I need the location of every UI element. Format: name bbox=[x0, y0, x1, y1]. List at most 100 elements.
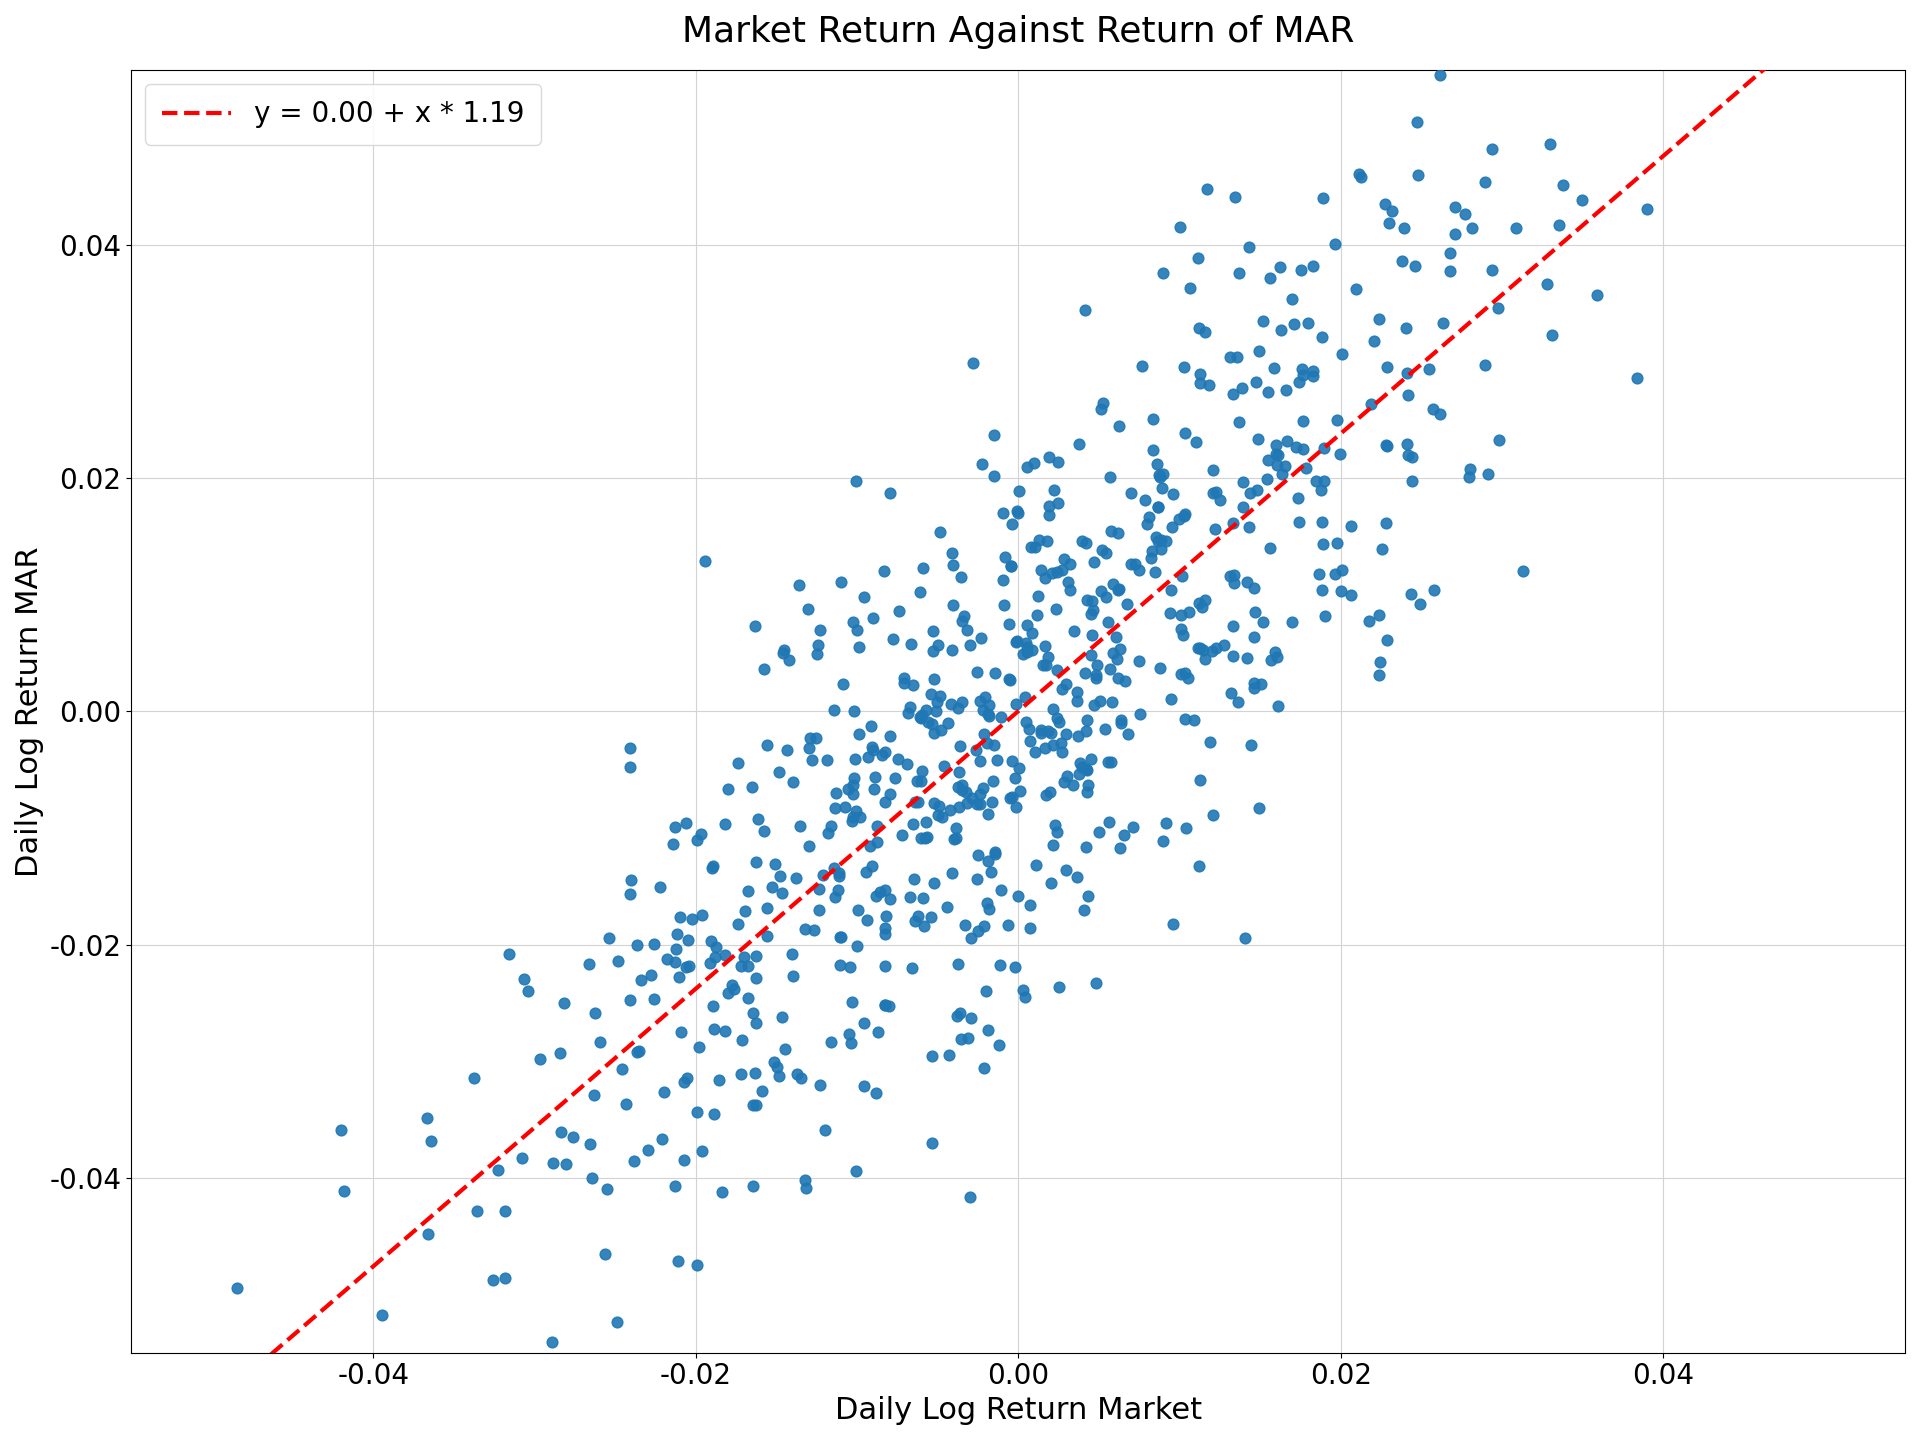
Point bbox=[1058, 773, 1089, 796]
Point bbox=[1371, 356, 1402, 379]
Point bbox=[1400, 255, 1430, 278]
Point bbox=[326, 1119, 357, 1142]
Point bbox=[1271, 379, 1302, 402]
Point bbox=[935, 799, 966, 822]
Point bbox=[1104, 415, 1135, 438]
Point bbox=[622, 933, 653, 956]
Point bbox=[899, 867, 929, 890]
Point bbox=[918, 639, 948, 662]
Point bbox=[985, 953, 1016, 976]
Point bbox=[1144, 465, 1175, 488]
Point bbox=[726, 955, 756, 978]
Point bbox=[1356, 392, 1386, 415]
Point bbox=[972, 703, 1002, 726]
Point bbox=[862, 1021, 893, 1044]
Point bbox=[1319, 562, 1350, 585]
Point bbox=[1261, 694, 1292, 717]
Point bbox=[1091, 717, 1121, 740]
Point bbox=[707, 1181, 737, 1204]
Point bbox=[1273, 431, 1304, 454]
Point bbox=[616, 868, 647, 891]
Point bbox=[996, 749, 1027, 772]
Point bbox=[1183, 854, 1213, 877]
Point bbox=[1223, 410, 1254, 433]
Point bbox=[1425, 63, 1455, 86]
Point bbox=[975, 861, 1006, 884]
Point bbox=[1240, 370, 1271, 393]
Point bbox=[1104, 577, 1135, 600]
Point bbox=[810, 1119, 841, 1142]
Point bbox=[678, 907, 708, 930]
Point bbox=[1050, 858, 1081, 881]
Point bbox=[943, 952, 973, 975]
Point bbox=[1309, 469, 1340, 492]
Point bbox=[970, 685, 1000, 708]
Point bbox=[1398, 469, 1428, 492]
Point bbox=[1284, 510, 1315, 533]
Point bbox=[1033, 445, 1064, 468]
Point bbox=[937, 541, 968, 564]
Point bbox=[889, 667, 920, 690]
Point bbox=[687, 1139, 718, 1162]
Point bbox=[1413, 357, 1444, 380]
Point bbox=[904, 580, 935, 603]
Point bbox=[762, 1056, 793, 1079]
Point bbox=[1062, 865, 1092, 888]
Point bbox=[1043, 976, 1073, 999]
Point bbox=[1010, 631, 1041, 654]
Point bbox=[1371, 433, 1402, 456]
Point bbox=[622, 1041, 653, 1064]
Point bbox=[1371, 628, 1402, 651]
Point bbox=[697, 857, 728, 880]
Point bbox=[1484, 429, 1515, 452]
Point bbox=[854, 834, 885, 857]
Point bbox=[1363, 308, 1394, 331]
Point bbox=[737, 1175, 768, 1198]
Point bbox=[993, 913, 1023, 936]
Point bbox=[1367, 537, 1398, 560]
Point bbox=[1440, 196, 1471, 219]
Point bbox=[902, 769, 933, 792]
Point bbox=[1081, 972, 1112, 995]
Point bbox=[1046, 732, 1077, 755]
Point bbox=[1200, 636, 1231, 660]
Point bbox=[1142, 452, 1173, 475]
Point bbox=[741, 851, 772, 874]
Point bbox=[701, 936, 732, 959]
Point bbox=[968, 776, 998, 799]
Point bbox=[1327, 343, 1357, 366]
Point bbox=[1469, 171, 1500, 194]
Point bbox=[1046, 742, 1077, 765]
Point bbox=[703, 1068, 733, 1092]
Point bbox=[785, 815, 816, 838]
Point bbox=[639, 932, 670, 955]
Point bbox=[1284, 370, 1315, 393]
Point bbox=[1000, 766, 1031, 789]
Point bbox=[1298, 364, 1329, 387]
Point bbox=[780, 867, 810, 890]
Point bbox=[895, 696, 925, 719]
Point bbox=[747, 1080, 778, 1103]
Point bbox=[1179, 708, 1210, 732]
Point bbox=[1098, 572, 1129, 595]
Point bbox=[931, 896, 962, 919]
Point bbox=[1108, 824, 1139, 847]
Point bbox=[952, 618, 983, 641]
Point bbox=[920, 700, 950, 723]
Point bbox=[1500, 217, 1530, 240]
Point bbox=[895, 632, 925, 655]
Point bbox=[904, 706, 935, 729]
Point bbox=[895, 886, 925, 909]
Point bbox=[1308, 533, 1338, 556]
Point bbox=[1229, 495, 1260, 518]
Point bbox=[1083, 821, 1114, 844]
Point bbox=[1369, 193, 1400, 216]
Point bbox=[925, 719, 956, 742]
Point bbox=[1012, 635, 1043, 658]
Point bbox=[716, 973, 747, 996]
Point bbox=[1020, 740, 1050, 763]
Point bbox=[1165, 564, 1196, 588]
Point bbox=[1156, 579, 1187, 602]
Point bbox=[820, 698, 851, 721]
Point bbox=[1548, 173, 1578, 196]
